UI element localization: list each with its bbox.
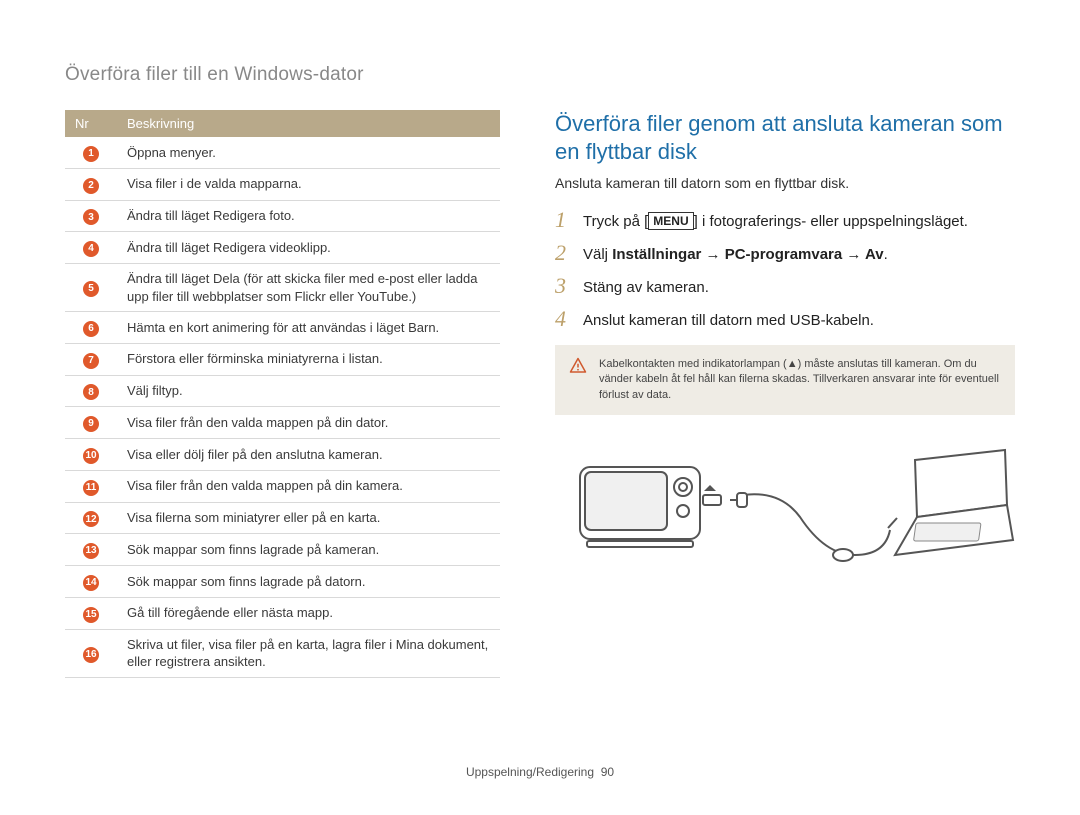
table-row-description: Öppna menyer. [117, 137, 500, 168]
numbered-badge: 3 [83, 209, 99, 225]
table-row: 1 Öppna menyer. [65, 137, 500, 168]
table-row-description: Visa filer från den valda mappen på din … [117, 407, 500, 439]
table-row: 9 Visa filer från den valda mappen på din… [65, 407, 500, 439]
table-row-number: 7 [65, 343, 117, 375]
table-row: 6 Hämta en kort animering för att använda… [65, 312, 500, 344]
step-number: 3 [555, 275, 573, 298]
step-number: 1 [555, 209, 573, 232]
table-row-description: Visa filer från den valda mappen på din … [117, 470, 500, 502]
description-table-container: Nr Beskrivning 1 Öppna menyer. 2 Visa filer… [65, 110, 500, 678]
footer-section: Uppspelning/Redigering [466, 765, 594, 779]
table-row: 16 Skriva ut filer, visa filer på en kart… [65, 629, 500, 677]
numbered-badge: 1 [83, 146, 99, 162]
table-row-number: 3 [65, 200, 117, 232]
table-row-description: Välj filtyp. [117, 375, 500, 407]
page-footer: Uppspelning/Redigering 90 [0, 765, 1080, 779]
table-row-number: 11 [65, 470, 117, 502]
warning-text: Kabelkontakten med indikatorlampan (▲) m… [599, 357, 1001, 403]
step-bold-text: Inställningar → PC-programvara → Av [612, 246, 883, 263]
section-subtext: Ansluta kameran till datorn som en flytt… [555, 175, 1015, 191]
description-table: Nr Beskrivning 1 Öppna menyer. 2 Visa filer… [65, 110, 500, 678]
numbered-badge: 12 [83, 511, 99, 527]
table-row-description: Förstora eller förminska miniatyrerna i … [117, 343, 500, 375]
numbered-badge: 7 [83, 353, 99, 369]
table-row-description: Ändra till läget Redigera videoklipp. [117, 232, 500, 264]
table-row-number: 6 [65, 312, 117, 344]
table-row: 8 Välj filtyp. [65, 375, 500, 407]
menu-button-label: MENU [648, 212, 693, 230]
table-row: 15 Gå till föregående eller nästa mapp. [65, 597, 500, 629]
step-number: 4 [555, 308, 573, 331]
table-row: 3 Ändra till läget Redigera foto. [65, 200, 500, 232]
table-row: 10 Visa eller dölj filer på den anslutna … [65, 439, 500, 471]
table-row: 12 Visa filerna som miniatyrer eller på e… [65, 502, 500, 534]
numbered-badge: 4 [83, 241, 99, 257]
table-row-description: Sök mappar som finns lagrade på kameran. [117, 534, 500, 566]
numbered-badge: 16 [83, 647, 99, 663]
table-row: 2 Visa filer i de valda mapparna. [65, 168, 500, 200]
table-row-number: 15 [65, 597, 117, 629]
footer-page-number: 90 [601, 765, 614, 779]
table-row: 4 Ändra till läget Redigera videoklipp. [65, 232, 500, 264]
table-row: 11 Visa filer från den valda mappen på di… [65, 470, 500, 502]
instruction-step: 2 Välj Inställningar → PC-programvara → A… [555, 242, 1015, 265]
table-row-description: Ändra till läget Dela (för att skicka fi… [117, 264, 500, 312]
table-row-number: 5 [65, 264, 117, 312]
table-row-number: 4 [65, 232, 117, 264]
table-row-number: 16 [65, 629, 117, 677]
numbered-badge: 6 [83, 321, 99, 337]
table-row-description: Gå till föregående eller nästa mapp. [117, 597, 500, 629]
table-row-number: 1 [65, 137, 117, 168]
table-header-desc: Beskrivning [117, 110, 500, 137]
numbered-badge: 2 [83, 178, 99, 194]
numbered-badge: 5 [83, 281, 99, 297]
numbered-badge: 9 [83, 416, 99, 432]
step-text: Välj Inställningar → PC-programvara → Av… [583, 242, 888, 265]
table-row-number: 2 [65, 168, 117, 200]
table-row-description: Sök mappar som finns lagrade på datorn. [117, 566, 500, 598]
table-row: 7 Förstora eller förminska miniatyrerna i… [65, 343, 500, 375]
connection-diagram [555, 445, 1015, 595]
table-row-description: Visa filer i de valda mapparna. [117, 168, 500, 200]
table-row-description: Visa filerna som miniatyrer eller på en … [117, 502, 500, 534]
warning-icon [569, 357, 587, 375]
step-text: Anslut kameran till datorn med USB-kabel… [583, 308, 874, 331]
table-header-num: Nr [65, 110, 117, 137]
numbered-badge: 10 [83, 448, 99, 464]
table-row-description: Ändra till läget Redigera foto. [117, 200, 500, 232]
numbered-badge: 14 [83, 575, 99, 591]
warning-box: Kabelkontakten med indikatorlampan (▲) m… [555, 345, 1015, 415]
section-heading: Överföra filer genom att ansluta kameran… [555, 110, 1015, 165]
instruction-step: 3 Stäng av kameran. [555, 275, 1015, 298]
table-row-number: 13 [65, 534, 117, 566]
numbered-badge: 11 [83, 480, 99, 496]
numbered-badge: 13 [83, 543, 99, 559]
table-row-description: Hämta en kort animering för att användas… [117, 312, 500, 344]
step-text: Stäng av kameran. [583, 275, 709, 298]
table-row-number: 12 [65, 502, 117, 534]
instruction-step: 4 Anslut kameran till datorn med USB-kabe… [555, 308, 1015, 331]
table-row: 13 Sök mappar som finns lagrade på kamera… [65, 534, 500, 566]
table-row-description: Visa eller dölj filer på den anslutna ka… [117, 439, 500, 471]
step-number: 2 [555, 242, 573, 265]
instruction-step: 1 Tryck på [MENU] i fotograferings- eller… [555, 209, 1015, 232]
numbered-badge: 15 [83, 607, 99, 623]
table-row-number: 8 [65, 375, 117, 407]
table-row-number: 9 [65, 407, 117, 439]
table-row: 14 Sök mappar som finns lagrade på datorn… [65, 566, 500, 598]
numbered-badge: 8 [83, 384, 99, 400]
table-row-description: Skriva ut filer, visa filer på en karta,… [117, 629, 500, 677]
table-row-number: 10 [65, 439, 117, 471]
table-row: 5 Ändra till läget Dela (för att skicka f… [65, 264, 500, 312]
step-text: Tryck på [MENU] i fotograferings- eller … [583, 209, 968, 232]
table-row-number: 14 [65, 566, 117, 598]
page-title: Överföra filer till en Windows-dator [65, 64, 1015, 86]
